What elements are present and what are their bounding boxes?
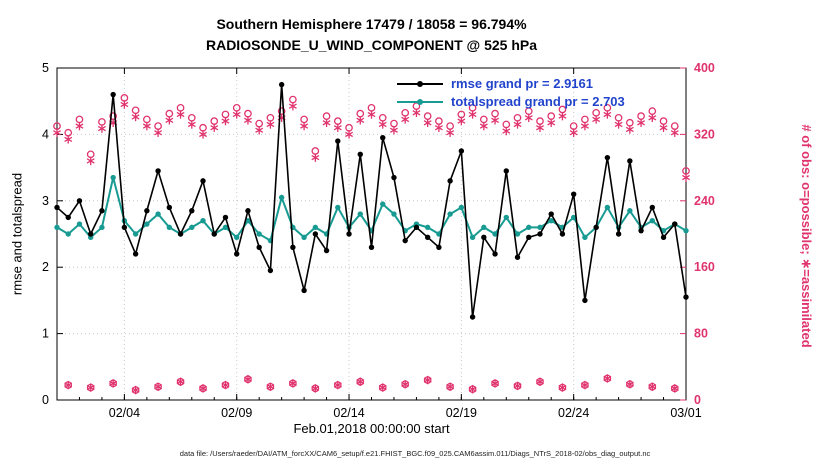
svg-text:320: 320 [694, 127, 715, 141]
chart-title: Southern Hemisphere 17479 / 18058 = 96.7… [216, 16, 527, 32]
series-obs-counts-off-synoptic-times [64, 374, 679, 395]
left-axis-label: rmse and totalspread [9, 172, 25, 296]
svg-text:1: 1 [42, 327, 49, 341]
series-obs-assimilated [53, 100, 690, 182]
legend-label-totalspread: totalspread grand pr = 2.703 [451, 94, 625, 109]
svg-text:02/04: 02/04 [109, 406, 140, 420]
data-file-caption: data file: /Users/raeder/DAI/ATM_forcXX/… [179, 449, 651, 458]
svg-text:02/09: 02/09 [221, 406, 252, 420]
series-rmse [54, 81, 689, 320]
svg-text:02/19: 02/19 [446, 406, 477, 420]
svg-text:240: 240 [694, 194, 715, 208]
series-totalspread [54, 174, 689, 244]
svg-text:160: 160 [694, 260, 715, 274]
x-axis-label: Feb.01,2018 00:00:00 start [293, 421, 450, 436]
legend-item-totalspread: totalspread grand pr = 2.703 [396, 94, 625, 109]
svg-text:2: 2 [42, 260, 49, 274]
axis-ticks [57, 67, 687, 401]
legend-item-rmse: rmse grand pr = 2.9161 [396, 76, 625, 91]
svg-text:4: 4 [42, 127, 49, 141]
legend-line-dot-icon [397, 80, 443, 87]
legend: rmse grand pr = 2.9161 totalspread grand… [396, 76, 625, 109]
chart-subtitle: RADIOSONDE_U_WIND_COMPONENT @ 525 hPa [205, 37, 538, 53]
svg-text:5: 5 [42, 61, 49, 75]
svg-text:80: 80 [694, 327, 708, 341]
tick-labels: 02/04 02/09 02/14 02/19 02/24 03/010123450801… [42, 61, 715, 420]
svg-text:02/14: 02/14 [333, 406, 364, 420]
chart-title-block: Southern Hemisphere 17479 / 18058 = 96.7… [57, 14, 686, 56]
svg-text:0: 0 [42, 393, 49, 407]
svg-text:400: 400 [694, 61, 715, 75]
right-axis-label: # of obs: o=possible; ∗=assimilated [799, 124, 814, 348]
svg-text:3: 3 [42, 194, 49, 208]
legend-line-dot-icon [397, 98, 443, 105]
legend-label-rmse: rmse grand pr = 2.9161 [451, 76, 593, 91]
svg-text:0: 0 [694, 393, 701, 407]
svg-text:02/24: 02/24 [558, 406, 589, 420]
svg-text:03/01: 03/01 [670, 406, 701, 420]
